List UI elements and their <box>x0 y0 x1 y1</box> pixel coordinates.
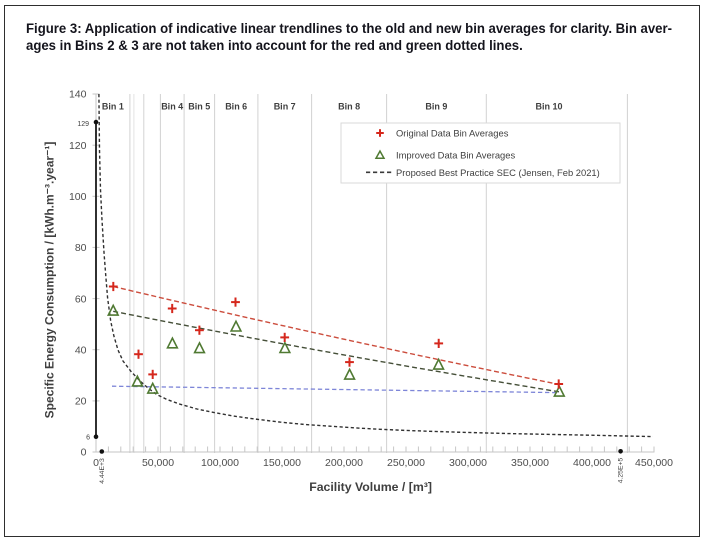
svg-text:Bin 9: Bin 9 <box>425 102 447 112</box>
svg-text:Bin 8: Bin 8 <box>338 102 360 112</box>
svg-text:140: 140 <box>69 89 87 101</box>
svg-text:Bin 7: Bin 7 <box>274 102 296 112</box>
svg-text:250,000: 250,000 <box>387 457 425 469</box>
svg-text:60: 60 <box>75 293 87 305</box>
svg-text:120: 120 <box>69 140 87 152</box>
svg-text:6: 6 <box>86 434 90 441</box>
svg-text:100,000: 100,000 <box>201 457 239 469</box>
svg-text:Specific Energy Consumption /: Specific Energy Consumption / [kWh.m⁻³.y… <box>43 142 57 419</box>
svg-text:0: 0 <box>93 457 99 469</box>
svg-text:Original Data Bin Averages: Original Data Bin Averages <box>396 127 509 138</box>
svg-text:4.25E+5: 4.25E+5 <box>618 458 625 484</box>
svg-text:Bin 5: Bin 5 <box>188 102 210 112</box>
svg-text:80: 80 <box>75 242 87 254</box>
svg-text:129: 129 <box>77 121 89 128</box>
svg-text:Bin 4: Bin 4 <box>161 102 183 112</box>
svg-text:450,000: 450,000 <box>635 457 673 469</box>
svg-text:20: 20 <box>75 396 87 408</box>
svg-text:50,000: 50,000 <box>142 457 174 469</box>
svg-text:400,000: 400,000 <box>573 457 611 469</box>
svg-text:4.44E+3: 4.44E+3 <box>99 458 106 484</box>
svg-text:0: 0 <box>81 447 87 459</box>
svg-text:200,000: 200,000 <box>325 457 363 469</box>
svg-text:Improved Data Bin Averages: Improved Data Bin Averages <box>396 149 515 160</box>
svg-text:100: 100 <box>69 191 87 203</box>
svg-text:Facility Volume / [m³]: Facility Volume / [m³] <box>309 480 432 494</box>
svg-text:Bin 6: Bin 6 <box>225 102 247 112</box>
svg-text:300,000: 300,000 <box>449 457 487 469</box>
svg-text:150,000: 150,000 <box>263 457 301 469</box>
svg-text:Bin 1: Bin 1 <box>102 102 124 112</box>
svg-text:Bin 10: Bin 10 <box>535 102 562 112</box>
svg-text:350,000: 350,000 <box>511 457 549 469</box>
svg-text:40: 40 <box>75 344 87 356</box>
svg-text:Proposed Best Practice SEC (Je: Proposed Best Practice SEC (Jensen, Feb … <box>396 167 600 178</box>
